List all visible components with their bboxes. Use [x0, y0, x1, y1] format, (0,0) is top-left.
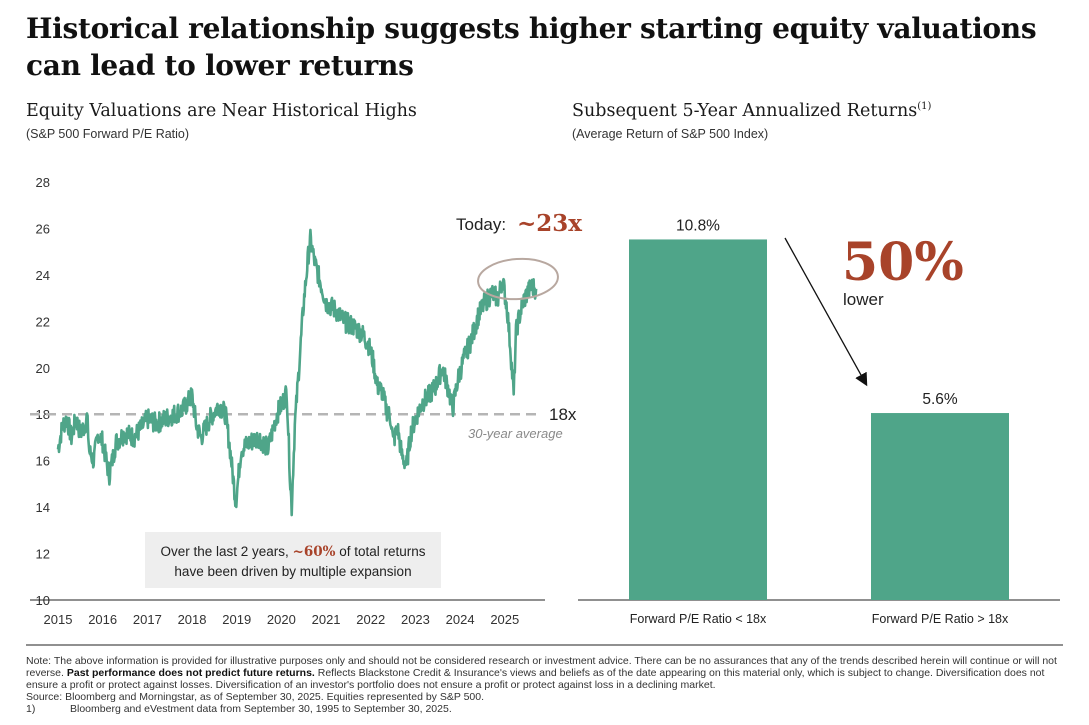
left-x-tick-label: 2022 [356, 612, 385, 627]
left-y-tick-label: 16 [36, 454, 50, 469]
left-x-tick-label: 2021 [312, 612, 341, 627]
footnote-ref-text: Bloomberg and eVestment data from Septem… [70, 703, 452, 715]
footnote-ref-number: 1) [26, 703, 36, 715]
left-x-tick-label: 2019 [222, 612, 251, 627]
right-chart-title-text: Subsequent 5-Year Annualized Returns [572, 101, 918, 121]
left-x-tick-label: 2018 [178, 612, 207, 627]
bar-value-label: 10.8% [676, 217, 720, 234]
multiple-expansion-callout-box [145, 532, 441, 588]
footnote-source: Source: Bloomberg and Morningstar, as of… [26, 691, 485, 703]
left-x-tick-label: 2023 [401, 612, 430, 627]
footnote-note: Note: The above information is provided … [26, 655, 1066, 691]
footnote: Note: The above information is provided … [26, 655, 1066, 715]
footnote-note-text-1: Note: The above information is provided … [26, 655, 1057, 679]
lower-label: lower [843, 290, 884, 309]
bar [629, 239, 767, 600]
left-y-tick-label: 18 [36, 407, 50, 422]
callout-part-2: of total returns [339, 544, 426, 559]
right-chart-subtitle: (Average Return of S&P 500 Index) [572, 127, 769, 141]
left-chart-subtitle: (S&P 500 Forward P/E Ratio) [26, 127, 190, 141]
left-x-axis-ticks: 2015 2016 2017 2018 2019 2020 2021 2022 2023 2024… [44, 612, 520, 627]
footnote-note-text-2: Reflects Blackstone Credit & Insurance's… [26, 667, 1045, 691]
left-x-tick-label: 2020 [267, 612, 296, 627]
left-y-tick-label: 28 [36, 175, 50, 190]
left-x-tick-label: 2015 [44, 612, 73, 627]
left-x-tick-label: 2016 [88, 612, 117, 627]
today-highlight-ring [477, 257, 559, 301]
decline-arrow [784, 237, 868, 387]
right-bars: 10.8% Forward P/E Ratio < 18x 5.6% Forward … [629, 217, 1009, 626]
left-y-tick-label: 22 [36, 314, 50, 329]
left-y-tick-label: 26 [36, 221, 50, 236]
left-y-tick-label: 20 [36, 361, 50, 376]
left-x-tick-label: 2024 [446, 612, 475, 627]
footnote-note-bold: Past performance does not predict future… [66, 667, 315, 679]
callout-line-2: have been driven by multiple expansion [174, 564, 411, 579]
bar-category-label: Forward P/E Ratio > 18x [872, 612, 1009, 626]
bar-value-label: 5.6% [922, 391, 958, 408]
left-y-tick-label: 24 [36, 268, 50, 283]
callout-part-1: Over the last 2 years, [160, 544, 288, 559]
right-chart-title: Subsequent 5-Year Annualized Returns(1) [572, 101, 931, 121]
bar [871, 413, 1009, 600]
left-x-tick-label: 2017 [133, 612, 162, 627]
left-y-tick-label: 14 [36, 500, 50, 515]
callout-highlight: ~60% [293, 544, 336, 560]
footnote-ref: 1) Bloomberg and eVestment data from Sept… [26, 703, 1066, 715]
pe-ratio-series-line [56, 228, 538, 517]
callout-line-1: Over the last 2 years, ~60% of total ret… [160, 544, 425, 560]
bar-category-label: Forward P/E Ratio < 18x [630, 612, 767, 626]
average-value-label: 18x [549, 405, 577, 424]
page-title: Historical relationship suggests higher … [26, 12, 1037, 82]
today-label: Today: [456, 215, 506, 234]
left-x-tick-label: 2025 [490, 612, 519, 627]
left-chart-title: Equity Valuations are Near Historical Hi… [26, 101, 417, 121]
right-chart-title-footnote-ref: (1) [917, 101, 932, 113]
today-value: ~23x [517, 210, 582, 237]
left-y-tick-label: 12 [36, 547, 50, 562]
average-caption: 30-year average [468, 426, 563, 441]
fifty-percent-callout: 50% [842, 232, 964, 293]
